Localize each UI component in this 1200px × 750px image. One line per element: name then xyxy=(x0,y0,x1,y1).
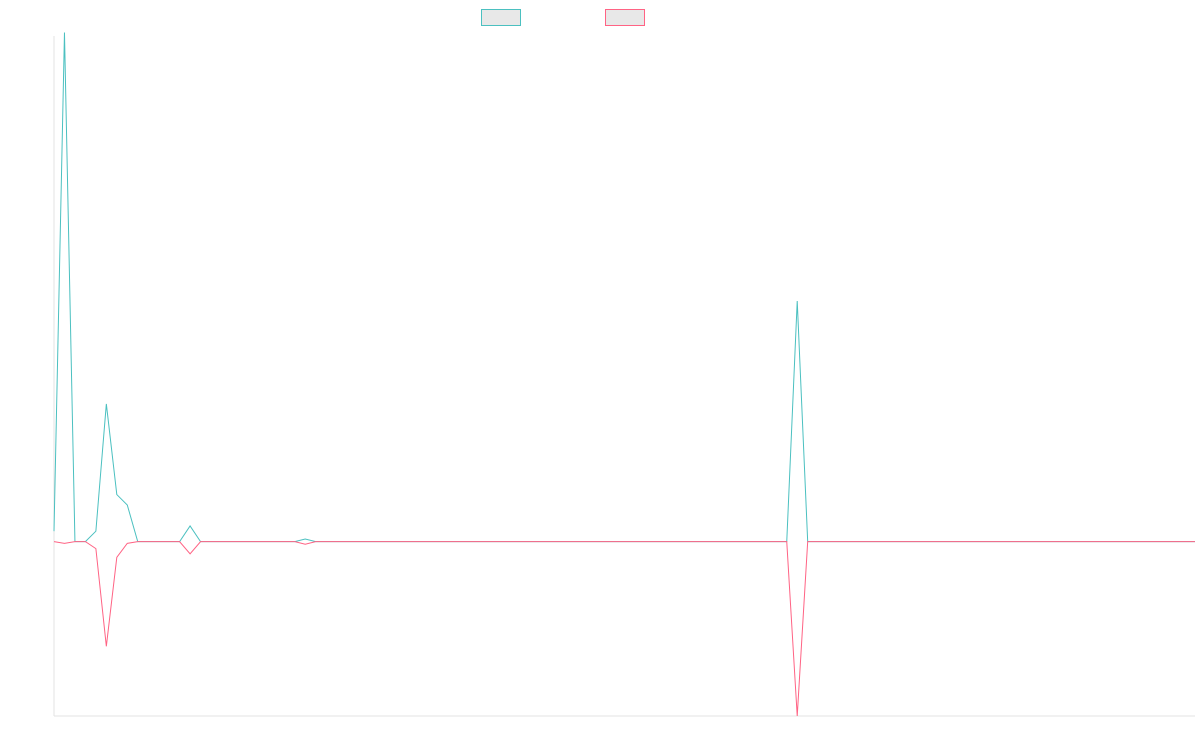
axes xyxy=(53,36,1195,717)
legend-swatch-2[interactable] xyxy=(605,9,645,26)
series-line-2 xyxy=(53,541,1195,717)
legend-swatch-1[interactable] xyxy=(481,9,521,26)
series-line-1 xyxy=(53,32,1195,543)
series-lines xyxy=(53,32,1195,717)
legend[interactable] xyxy=(481,9,645,26)
